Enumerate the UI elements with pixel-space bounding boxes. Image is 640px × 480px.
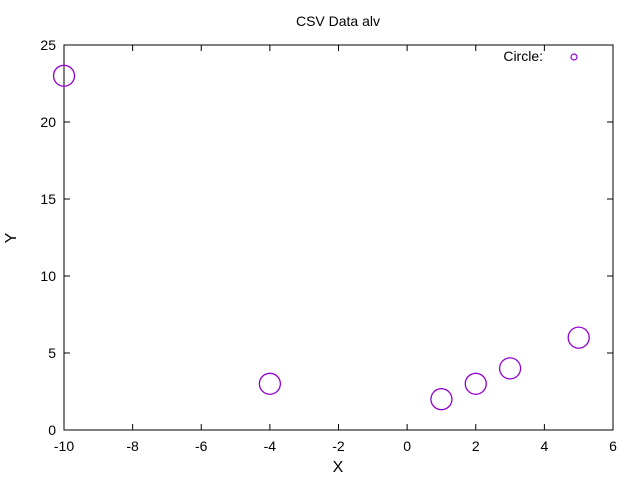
chart-title: CSV Data alv [296,13,380,29]
x-tick-label: 2 [472,438,480,454]
y-tick-label: 5 [48,345,56,361]
x-tick-label: -4 [264,438,277,454]
legend: Circle: [503,48,578,64]
x-tick-label: -6 [195,438,208,454]
data-points [52,64,590,411]
y-tick-label: 20 [40,114,56,130]
x-tick-label: -2 [332,438,345,454]
y-tick-label: 10 [40,268,56,284]
y-tick-label: 25 [40,37,56,53]
data-point [258,372,282,395]
y-axis: 0 5 10 15 20 25 [40,37,613,438]
x-tick-label: 6 [609,438,617,454]
y-tick-label: 0 [48,422,56,438]
y-axis-label: Y [3,232,20,243]
x-tick-label: -10 [54,438,74,454]
x-axis: -10 -8 -6 -4 -2 0 2 4 6 [54,45,617,454]
x-tick-label: 0 [403,438,411,454]
x-axis-label: X [333,459,344,476]
data-point [567,326,590,349]
plot-frame [63,44,614,431]
y-tick-label: 15 [40,191,56,207]
legend-label: Circle: [503,48,543,64]
data-point [52,64,76,87]
x-tick-label: 4 [540,438,548,454]
data-point [498,357,522,380]
data-point [464,372,487,395]
x-tick-label: -8 [126,438,139,454]
legend-marker [570,53,578,61]
data-point [430,388,453,411]
